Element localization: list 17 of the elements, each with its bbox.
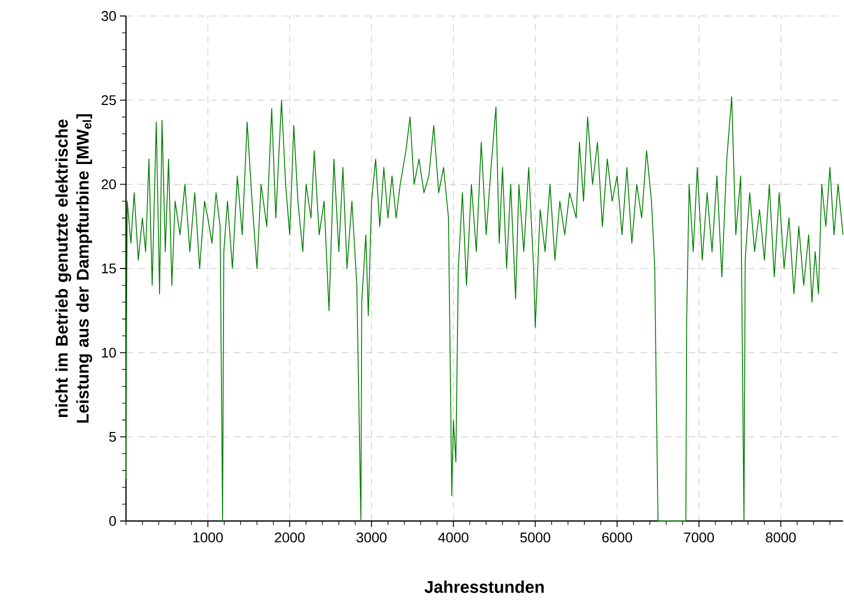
y-tick-label: 10 xyxy=(102,348,116,358)
x-tick-label: 5000 xyxy=(520,532,550,542)
x-axis-title: Jahresstunden xyxy=(424,580,544,593)
x-tick-label: 8000 xyxy=(766,532,796,542)
x-tick-label: 4000 xyxy=(438,532,468,542)
x-tick-label: 1000 xyxy=(193,532,223,542)
y-tick-label: 5 xyxy=(109,432,116,442)
y-tick-label: 20 xyxy=(102,179,116,190)
x-tick-label: 7000 xyxy=(684,532,714,542)
y-tick-label: 25 xyxy=(102,95,116,106)
x-tick-label: 6000 xyxy=(602,532,632,542)
x-tick-label: 3000 xyxy=(356,532,387,542)
y-tick-label: 30 xyxy=(102,11,116,21)
x-tick-label: 2000 xyxy=(274,532,305,542)
y-tick-label: 0 xyxy=(109,516,116,526)
y-tick-label: 15 xyxy=(102,264,116,274)
y-axis-title: nicht im Betrieb genutzte elektrische Leistung aus der Dampfturbine [MW$_{el}$] xyxy=(55,114,92,423)
